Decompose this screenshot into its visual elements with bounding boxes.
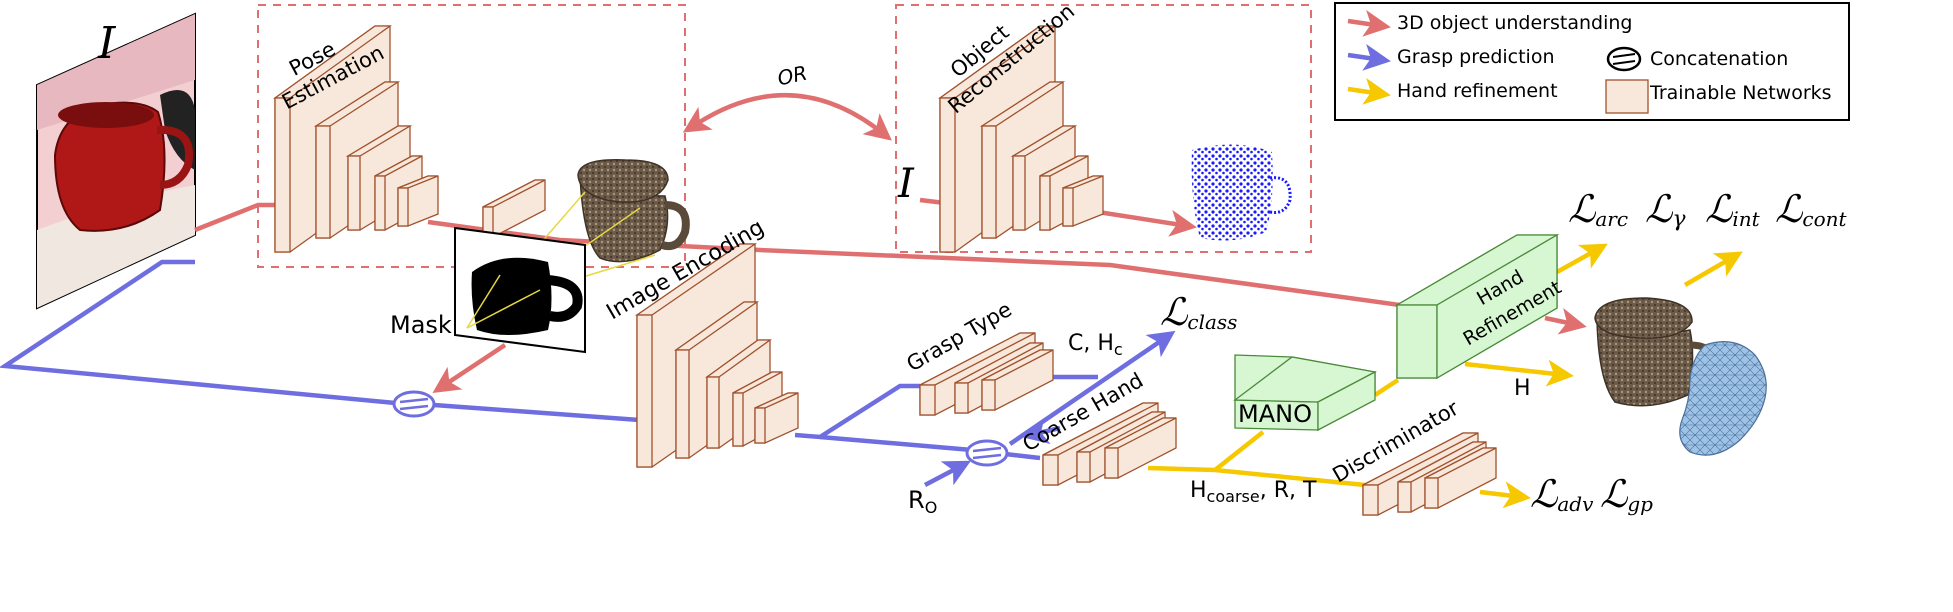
yellow-link-h (1464, 359, 1574, 387)
yellow-link-to-arc (1555, 243, 1608, 274)
loss-class: ℒclass (1160, 290, 1237, 334)
hand-mesh (1679, 341, 1767, 456)
yellow-link-disc-out (1479, 481, 1531, 509)
legend-label-3d-object: 3D object understanding (1397, 12, 1632, 34)
legend-label-trainable: Trainable Networks (1649, 82, 1832, 104)
red-link-input (194, 202, 275, 233)
mask-image (454, 226, 586, 354)
coarse-hand-network (1042, 402, 1177, 486)
loss-gamma: ℒγ (1645, 187, 1686, 232)
estimated-mug-model (466, 159, 690, 329)
recon-input-symbol: I (897, 161, 915, 207)
mask-label: Mask (390, 311, 452, 339)
point-cloud-output (1191, 144, 1292, 241)
blue-link-to-concat2 (819, 434, 973, 453)
object-reconstruction-network (937, 25, 1104, 253)
pose-estimation-network (272, 25, 546, 253)
image-encoding-network (634, 243, 799, 468)
h-label: H (1514, 376, 1531, 401)
legend-label-concat: Concatenation (1650, 48, 1788, 70)
discriminator-network (1362, 432, 1497, 516)
loss-adv: ℒadv (1530, 472, 1594, 516)
loss-gp: ℒgp (1600, 472, 1653, 516)
c-hc-label: C, Hc (1068, 331, 1123, 359)
grasp-type-network (919, 332, 1054, 416)
blue-link-input-to-concat (0, 259, 396, 406)
input-symbol: I (97, 18, 117, 69)
red-link-mask-to-concat (432, 343, 507, 393)
blue-link-class-to-concat (1021, 417, 1061, 445)
red-link-long (427, 219, 1401, 308)
input-image: I (36, 12, 196, 310)
loss-cont: ℒcont (1775, 187, 1847, 231)
blue-link-to-grasp (794, 383, 920, 440)
legend-yellow-arrow (1347, 78, 1391, 105)
or-label: OR (775, 61, 809, 91)
blue-link-ro (923, 460, 971, 487)
blue-link-concat-to-encoder (433, 402, 641, 423)
mano-label: MANO (1238, 400, 1312, 428)
or-arrow (682, 92, 892, 141)
legend-blue-arrow (1347, 44, 1391, 71)
hand-refinement-network (1394, 233, 1560, 380)
result-hand-object (1594, 297, 1767, 456)
blue-link-concat2-to-coarse (1004, 451, 1041, 461)
red-link-to-result (1544, 308, 1587, 335)
legend-red-arrow (1347, 10, 1391, 37)
loss-arc: ℒarc (1568, 187, 1628, 231)
yellow-link-to-int (1683, 251, 1743, 287)
concatenation-node-1 (392, 390, 436, 418)
yellow-link-to-mano (1213, 430, 1265, 472)
ro-label: RO (908, 486, 937, 517)
mano-network (1233, 354, 1377, 432)
legend: 3D object understanding Grasp prediction… (1334, 2, 1850, 121)
concatenation-icon (1606, 46, 1642, 72)
loss-int: ℒint (1705, 187, 1761, 231)
concatenation-node-2 (965, 439, 1009, 467)
red-link-recon-output (1097, 209, 1197, 237)
yellow-link-mano-to-refine (1373, 378, 1400, 397)
h-coarse-label: Hcoarse, R, T (1190, 478, 1317, 506)
legend-label-hand-refine: Hand refinement (1397, 80, 1558, 102)
legend-label-grasp: Grasp prediction (1397, 46, 1555, 68)
object-reconstruction-region (895, 4, 1312, 253)
trainable-network-swatch (1605, 79, 1649, 114)
